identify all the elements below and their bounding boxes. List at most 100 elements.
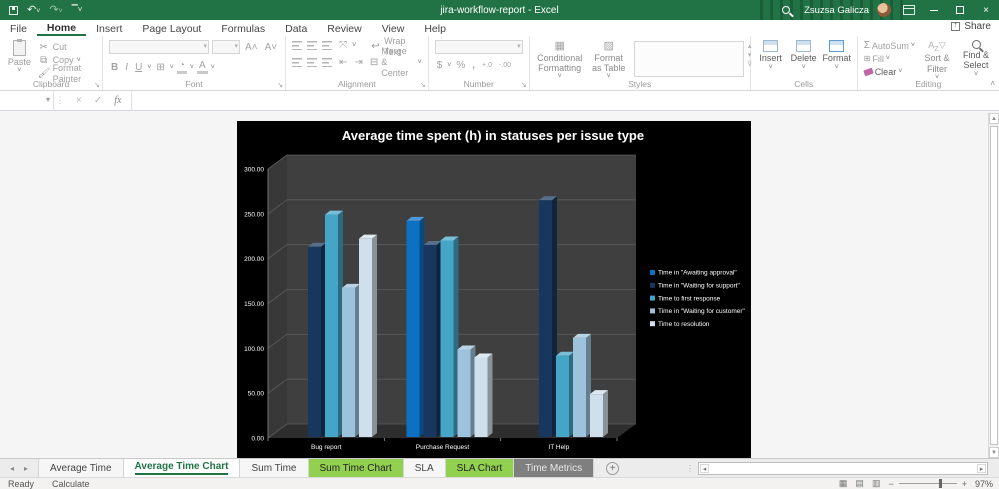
alignment-dialog-launcher[interactable]: ↘ (419, 82, 426, 89)
bar-series4-bug-report[interactable] (342, 283, 360, 437)
scroll-up-icon[interactable]: ▲ (989, 113, 999, 124)
bar-series2-bug-report[interactable] (308, 242, 326, 437)
font-dialog-launcher[interactable]: ↘ (277, 82, 284, 89)
vertical-scrollbar[interactable]: ▲ ▼ (988, 113, 999, 458)
bar-series2-it-help[interactable] (539, 196, 557, 437)
decrease-decimal-icon[interactable]: -.00 (498, 62, 512, 69)
zoom-level[interactable]: 97% (974, 478, 993, 489)
bar-series4-purchase-request[interactable] (457, 345, 476, 437)
increase-decimal-icon[interactable]: +.0 (482, 62, 492, 69)
redo-icon[interactable]: ↷˅ (49, 3, 63, 16)
clipboard-dialog-launcher[interactable]: ↘ (94, 82, 101, 89)
decrease-font-icon[interactable]: A˅ (264, 41, 278, 53)
align-center-icon[interactable] (307, 58, 320, 67)
enter-icon[interactable]: ✓ (93, 95, 103, 106)
tab-review[interactable]: Review (327, 22, 362, 35)
insert-function-icon[interactable]: fx (114, 95, 122, 106)
collapse-ribbon-icon[interactable]: ˄ (990, 79, 995, 88)
sheet-tab-average-time-chart[interactable]: Average Time Chart (123, 459, 241, 477)
bar-series4-it-help[interactable] (573, 333, 591, 437)
comma-style-icon[interactable]: , (472, 60, 476, 71)
zoom-out-icon[interactable]: − (888, 478, 894, 489)
insert-cells-button[interactable]: Insert ˅ (757, 40, 785, 71)
accounting-format-icon[interactable]: $ (436, 60, 443, 71)
close-button[interactable]: × (983, 4, 989, 16)
sheet-tab-sum-time-chart[interactable]: Sum Time Chart (308, 459, 404, 477)
number-format-combo[interactable] (434, 40, 523, 54)
vertical-scroll-thumb[interactable] (990, 126, 998, 445)
italic-button[interactable]: I (125, 61, 129, 73)
sheet-tab-sla-chart[interactable]: SLA Chart (445, 459, 515, 477)
fill-color-icon[interactable]: ◔ (176, 60, 187, 74)
sheet-nav-right-icon[interactable]: ▸ (24, 463, 29, 473)
ribbon-display-options-icon[interactable] (903, 5, 915, 15)
undo-icon[interactable]: ↶˅ (27, 3, 41, 16)
tab-insert[interactable]: Insert (96, 22, 123, 35)
legend-item[interactable]: Time to resolution (650, 321, 710, 328)
maximize-button[interactable] (947, 0, 973, 20)
orientation-icon[interactable]: ⤧ (339, 40, 348, 51)
font-size-combo[interactable] (212, 40, 241, 54)
align-bottom-icon[interactable] (322, 41, 335, 50)
scroll-down-icon[interactable]: ▼ (989, 447, 999, 458)
gallery-up-icon[interactable]: ▴ (747, 43, 752, 50)
tab-page-layout[interactable]: Page Layout (142, 22, 202, 35)
delete-cells-button[interactable]: Delete ˅ (790, 40, 818, 71)
merge-center-button[interactable]: ⊟ Merge & Center ˅ (369, 46, 422, 78)
legend-item[interactable]: Time to first response (650, 295, 721, 302)
conditional-formatting-button[interactable]: ▦ Conditional Formatting ˅ (537, 40, 583, 81)
user-name[interactable]: Zsuzsa Galicza (804, 4, 869, 16)
scroll-right-icon[interactable]: ▸ (977, 464, 986, 473)
avatar[interactable] (877, 3, 891, 17)
share-button[interactable]: Share (951, 20, 991, 32)
autosum-button[interactable]: Σ AutoSum ˅ (863, 40, 915, 51)
underline-button[interactable]: U (135, 61, 143, 73)
tab-home[interactable]: Home (36, 20, 87, 36)
page-break-view-icon[interactable]: ▥ (871, 478, 881, 488)
bar-series5-bug-report[interactable] (359, 234, 377, 437)
percent-style-icon[interactable]: % (456, 60, 466, 71)
sheet-tab-sla[interactable]: SLA (403, 459, 446, 477)
chart[interactable]: 0.00 50.00 100.00 150.00 200.00 250.00 300.00 B… (237, 121, 751, 458)
increase-font-icon[interactable]: A˄ (245, 41, 258, 53)
search-icon[interactable] (782, 6, 791, 14)
sheet-tab-average-time[interactable]: Average Time (39, 459, 124, 477)
format-as-table-button[interactable]: ▨ Format as Table ˅ (592, 40, 626, 81)
bar-series3-bug-report[interactable] (325, 210, 343, 437)
cut-button[interactable]: ✂ Cut (39, 42, 67, 53)
gallery-down-icon[interactable]: ▾ (747, 52, 752, 59)
sheet-tab-time-metrics[interactable]: Time Metrics (514, 459, 595, 477)
tab-file[interactable]: File (10, 22, 27, 35)
horizontal-scrollbar[interactable]: ◂ ▸ (698, 462, 988, 475)
tab-view[interactable]: View (381, 22, 405, 35)
format-cells-button[interactable]: Format ˅ (822, 40, 851, 71)
clear-button[interactable]: Clear ˅ (862, 66, 915, 77)
minimize-button[interactable] (921, 0, 947, 20)
new-sheet-button[interactable]: + (594, 459, 631, 477)
calculate-status[interactable]: Calculate (52, 478, 90, 489)
number-dialog-launcher[interactable]: ↘ (520, 82, 527, 89)
bar-series1-purchase-request[interactable] (406, 216, 425, 437)
copy-button[interactable]: ⧉ Copy ˅ (38, 55, 96, 66)
legend-item[interactable]: Time in "Awaiting approval" (650, 270, 737, 277)
decrease-indent-icon[interactable]: ⇤ (339, 57, 348, 68)
zoom-in-icon[interactable]: + (961, 478, 967, 489)
formula-bar-splitter[interactable]: ⋮ (55, 95, 65, 105)
bold-button[interactable]: B (111, 61, 119, 73)
tab-help[interactable]: Help (424, 22, 446, 35)
find-select-button[interactable]: Find & Select ˅ (959, 40, 993, 79)
zoom-slider-thumb[interactable] (939, 479, 943, 488)
page-layout-view-icon[interactable]: ▤ (855, 478, 864, 488)
fill-button[interactable]: ⊞ Fill ˅ (863, 53, 890, 64)
paste-button[interactable]: Paste ˅ (6, 39, 33, 75)
align-left-icon[interactable] (292, 58, 305, 67)
normal-view-icon[interactable]: ▦ (838, 478, 848, 488)
increase-indent-icon[interactable]: ⇥ (354, 57, 363, 68)
align-middle-icon[interactable] (307, 41, 320, 50)
chart-title[interactable]: Average time spent (h) in statuses per i… (342, 128, 644, 143)
align-top-icon[interactable] (292, 41, 305, 50)
borders-icon[interactable]: ⊞ (156, 61, 165, 73)
legend-item[interactable]: Time in "Waiting for customer" (650, 308, 746, 315)
bar-series5-it-help[interactable] (590, 390, 608, 437)
bar-series3-purchase-request[interactable] (440, 236, 459, 437)
